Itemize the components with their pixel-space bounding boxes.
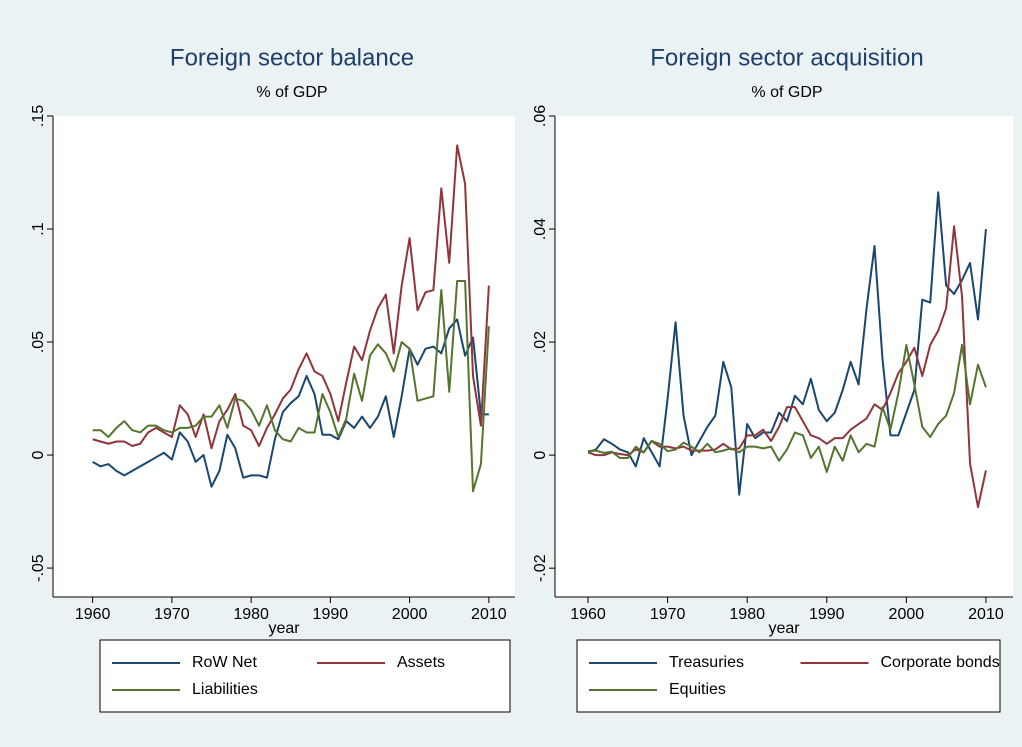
legend-box bbox=[99, 639, 511, 713]
y-tick-label: .06 bbox=[532, 105, 549, 127]
series-line bbox=[92, 144, 490, 450]
x-axis-label: year bbox=[768, 620, 800, 637]
y-tick-label: .1 bbox=[30, 222, 47, 235]
series-line bbox=[587, 191, 987, 496]
series-line bbox=[92, 318, 489, 488]
y-tick-label: -.05 bbox=[30, 554, 47, 582]
x-tick-label: 1960 bbox=[570, 606, 606, 623]
legend-label: Treasuries bbox=[669, 654, 744, 671]
x-tick-label: 1960 bbox=[75, 606, 111, 623]
series-line bbox=[587, 343, 987, 474]
chart-subtitle: % of GDP bbox=[256, 84, 327, 101]
legend-label: RoW Net bbox=[192, 654, 257, 671]
chart-title: Foreign sector balance bbox=[170, 44, 414, 71]
legend-label: Assets bbox=[397, 654, 445, 671]
chart-title: Foreign sector acquisition bbox=[650, 44, 923, 71]
y-tick-label: .05 bbox=[30, 331, 47, 353]
plot-area bbox=[555, 116, 1013, 597]
x-tick-label: 2000 bbox=[889, 606, 925, 623]
plot-area bbox=[53, 116, 515, 597]
x-tick-label: 1980 bbox=[729, 606, 765, 623]
x-tick-label: 1970 bbox=[154, 606, 190, 623]
x-tick-label: 2000 bbox=[392, 606, 428, 623]
x-tick-label: 1970 bbox=[650, 606, 686, 623]
x-tick-label: 1990 bbox=[809, 606, 845, 623]
legend-label: Equities bbox=[669, 681, 726, 698]
y-tick-label: .02 bbox=[532, 331, 549, 353]
y-tick-label: .15 bbox=[30, 105, 47, 127]
x-tick-label: 2010 bbox=[471, 606, 507, 623]
series-line bbox=[92, 280, 490, 493]
chart-subtitle: % of GDP bbox=[751, 84, 822, 101]
legend-label: Liabilities bbox=[192, 681, 258, 698]
x-tick-label: 2010 bbox=[968, 606, 1004, 623]
y-tick-label: .04 bbox=[532, 218, 549, 240]
legend-label: Corporate bonds bbox=[881, 654, 1000, 671]
x-tick-label: 1990 bbox=[313, 606, 349, 623]
y-tick-label: -.02 bbox=[532, 554, 549, 582]
y-tick-label: 0 bbox=[30, 451, 47, 460]
x-tick-label: 1980 bbox=[233, 606, 269, 623]
y-tick-label: 0 bbox=[532, 451, 549, 460]
legend-box bbox=[576, 639, 1001, 713]
x-axis-label: year bbox=[268, 620, 300, 637]
